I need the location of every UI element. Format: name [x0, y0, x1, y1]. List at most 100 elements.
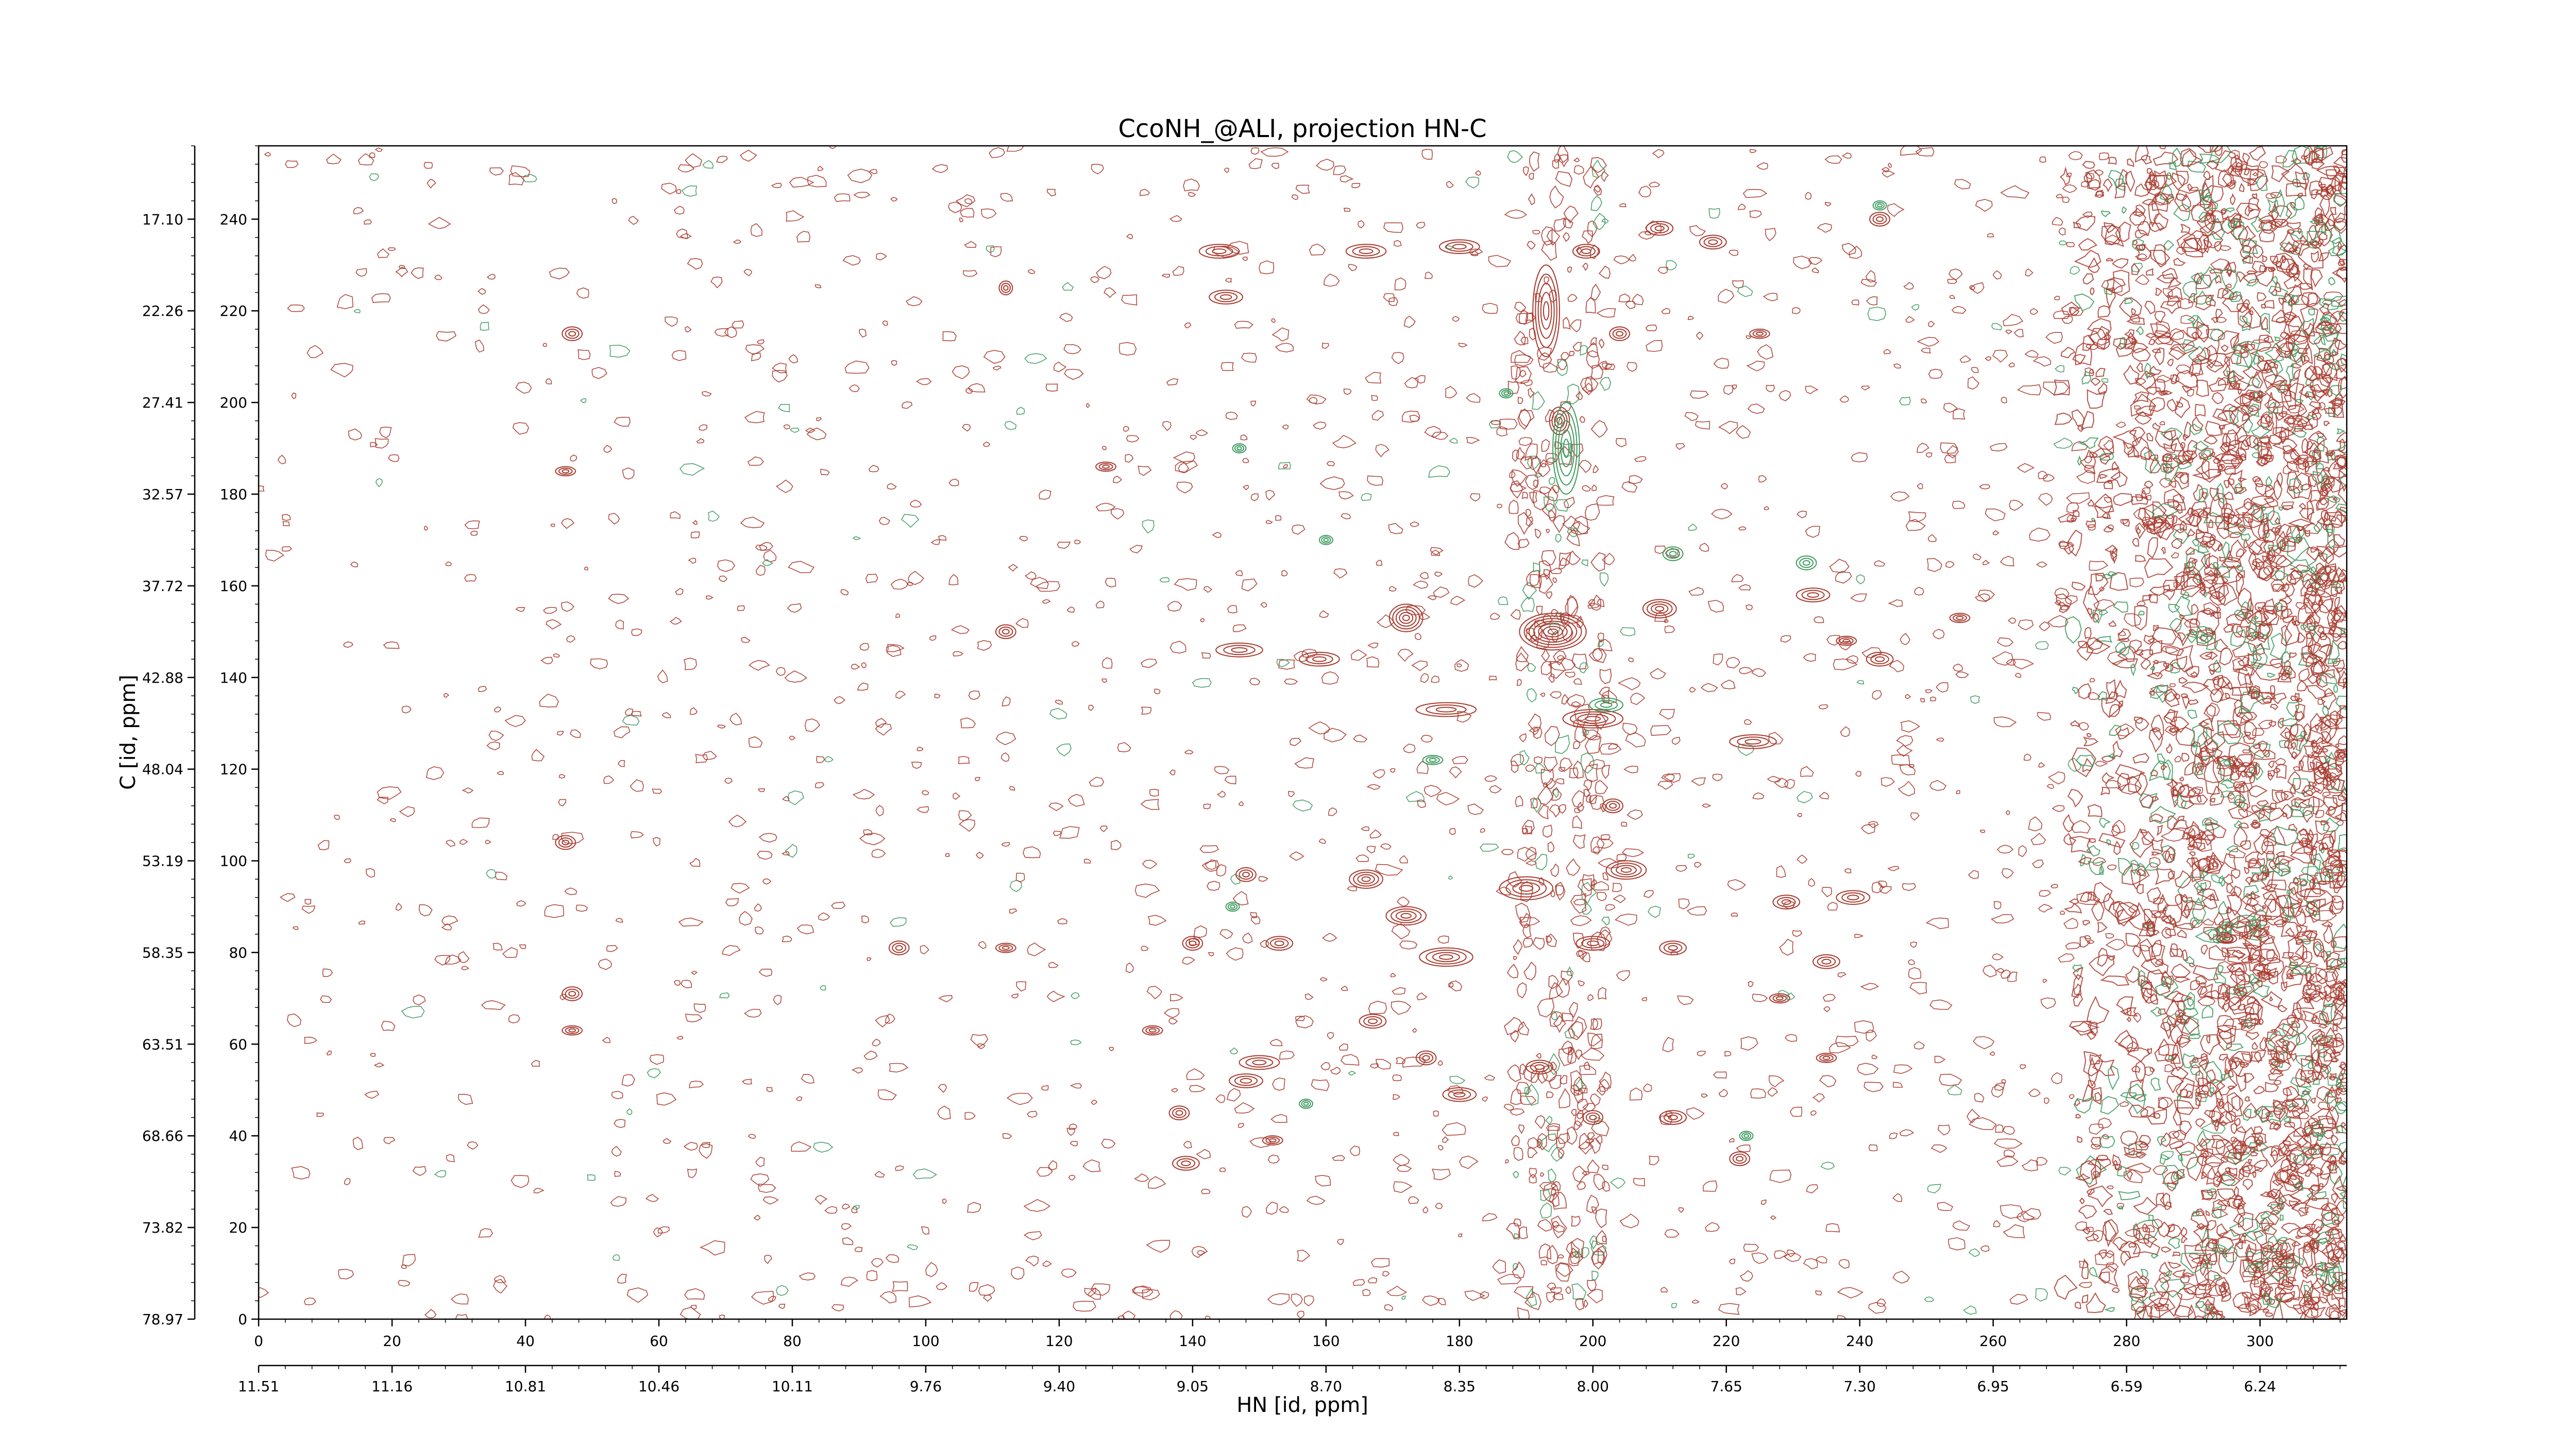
noise-contour: [2325, 451, 2333, 457]
noise-contour: [2328, 277, 2335, 286]
noise-contour: [1541, 226, 1553, 246]
noise-contour: [1825, 1223, 1840, 1233]
noise-contour: [2241, 533, 2251, 541]
noise-contour: [1524, 1087, 1532, 1096]
noise-contour: [687, 258, 703, 270]
noise-contour: [2204, 819, 2212, 826]
noise-contour: [1226, 1088, 1241, 1102]
noise-contour: [2099, 1271, 2110, 1284]
noise-contour: [1516, 679, 1522, 686]
noise-contour: [2251, 370, 2263, 389]
noise-contour: [2259, 567, 2272, 580]
noise-contour: [2281, 651, 2291, 664]
noise-contour: [878, 516, 891, 525]
noise-contour: [2307, 962, 2319, 968]
noise-contour: [902, 401, 913, 409]
noise-contour: [478, 1228, 493, 1238]
noise-contour: [2312, 470, 2323, 484]
noise-contour: [2307, 230, 2319, 244]
noise-contour: [2260, 413, 2275, 431]
noise-contour: [2339, 1190, 2347, 1197]
noise-contour: [1567, 1126, 1578, 1145]
noise-contour: [2321, 466, 2330, 472]
noise-contour: [2111, 824, 2121, 836]
noise-contour: [2140, 794, 2154, 808]
noise-contour: [2247, 633, 2270, 653]
noise-contour: [2154, 347, 2165, 366]
noise-contour: [2132, 239, 2138, 246]
noise-contour: [2302, 572, 2316, 590]
noise-contour: [2117, 628, 2131, 641]
noise-contour: [2038, 762, 2045, 768]
noise-contour: [2237, 1013, 2260, 1025]
noise-contour: [561, 518, 575, 529]
noise-contour: [1854, 934, 1864, 938]
noise-contour: [1648, 181, 1660, 188]
noise-contour: [886, 645, 902, 657]
noise-contour: [2335, 1073, 2347, 1092]
noise-contour: [2160, 1021, 2171, 1032]
noise-contour: [2320, 1211, 2340, 1227]
noise-contour: [1723, 385, 1734, 395]
noise-contour: [2150, 769, 2159, 777]
noise-contour: [470, 530, 478, 536]
noise-contour: [2262, 905, 2266, 909]
noise-contour: [2279, 1214, 2284, 1222]
noise-contour: [1617, 677, 1641, 690]
noise-contour: [291, 1166, 311, 1180]
noise-contour: [2326, 986, 2345, 999]
noise-contour: [1513, 1147, 1523, 1161]
noise-contour: [2262, 695, 2272, 703]
noise-contour: [1789, 1106, 1803, 1117]
noise-contour: [2293, 368, 2301, 379]
peak: [1198, 244, 1240, 259]
noise-contour: [815, 1194, 828, 1205]
noise-contour: [1549, 1011, 1563, 1027]
noise-contour: [1276, 659, 1290, 667]
noise-contour: [1608, 743, 1618, 750]
noise-contour: [2338, 705, 2347, 719]
noise-contour: [2198, 212, 2207, 222]
noise-contour: [783, 424, 790, 430]
noise-contour: [1863, 1082, 1884, 1092]
noise-contour: [2260, 1211, 2272, 1219]
noise-contour: [2169, 655, 2188, 669]
noise-contour: [1558, 557, 1567, 570]
noise-contour: [1743, 1243, 1759, 1252]
noise-contour: [1905, 519, 1926, 531]
noise-contour: [1540, 1259, 1547, 1266]
noise-contour: [1087, 1287, 1101, 1300]
noise-contour: [1920, 698, 1925, 703]
noise-contour: [2329, 225, 2343, 244]
noise-contour: [2253, 1275, 2267, 1288]
peak-contour: [1239, 1055, 1280, 1070]
noise-contour: [578, 349, 591, 360]
noise-contour: [908, 570, 924, 585]
noise-contour: [2103, 526, 2114, 533]
noise-contour: [1383, 293, 1395, 302]
noise-contour: [1784, 779, 1795, 789]
noise-contour: [2180, 224, 2191, 233]
noise-contour: [2182, 696, 2190, 710]
noise-contour: [2153, 897, 2165, 905]
noise-contour: [2203, 170, 2211, 180]
noise-contour: [1579, 460, 1592, 474]
noise-contour: [2168, 853, 2174, 860]
noise-contour: [2276, 530, 2289, 551]
noise-contour: [2290, 695, 2299, 701]
noise-contour: [1134, 883, 1160, 898]
noise-contour: [2170, 716, 2190, 733]
noise-contour: [2166, 294, 2180, 307]
noise-contour: [1138, 465, 1152, 476]
noise-contour: [2192, 965, 2219, 981]
noise-contour: [1963, 1305, 1977, 1315]
noise-contour: [2259, 864, 2267, 872]
noise-contour: [2206, 702, 2220, 717]
noise-contour: [1546, 933, 1557, 947]
noise-contour: [2316, 546, 2334, 562]
noise-contour: [2073, 993, 2083, 1007]
noise-contour: [2329, 1075, 2335, 1081]
noise-contour: [2266, 850, 2275, 862]
noise-contour: [1619, 627, 1636, 636]
noise-contour: [2191, 603, 2199, 615]
